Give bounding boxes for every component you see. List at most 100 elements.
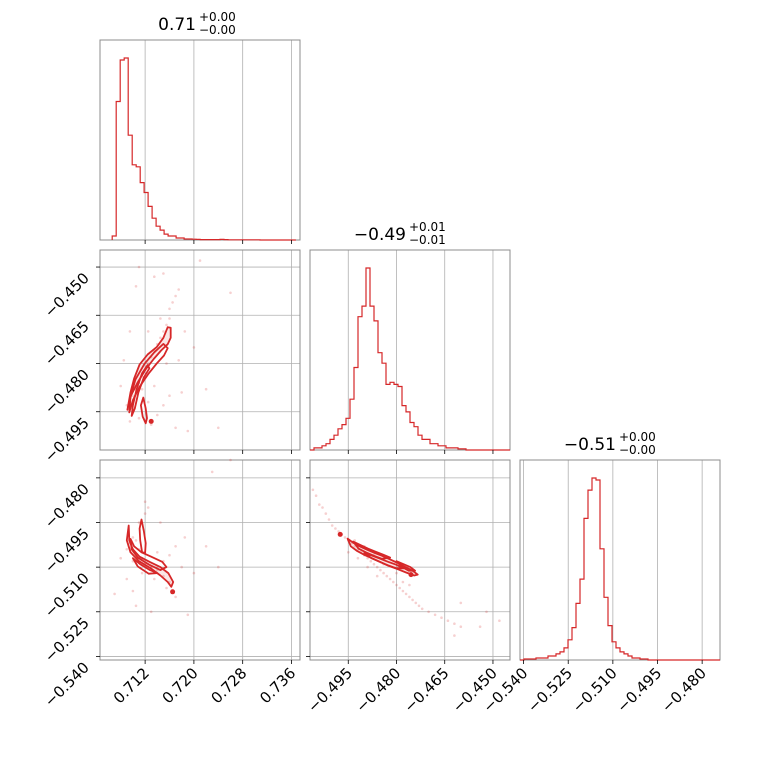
scatter-point: [385, 574, 389, 578]
scatter-point: [343, 536, 347, 539]
scatter-point: [420, 607, 424, 611]
scatter-point: [453, 622, 456, 625]
scatter-point: [137, 265, 141, 269]
panel-title-2: −0.51 +0.00−0.00: [564, 430, 656, 457]
scatter-point: [165, 586, 168, 590]
contour-line: [352, 540, 391, 560]
title-value: −0.51: [564, 435, 616, 455]
title-value: −0.49: [354, 225, 406, 245]
contour-line: [129, 538, 168, 571]
scatter-point: [134, 285, 138, 288]
scatter-point: [128, 330, 132, 333]
scatter-point: [174, 545, 177, 548]
histogram-1: [310, 267, 510, 451]
contour-line: [132, 557, 159, 575]
scatter-point: [131, 536, 135, 539]
scatter-point: [113, 592, 116, 596]
scatter-point: [417, 604, 421, 608]
contour-line: [140, 396, 148, 425]
panel-frame: [309, 459, 511, 661]
panel-2-1: [309, 459, 511, 661]
scatter-point: [498, 619, 501, 622]
panel-title-0: 0.71 +0.00−0.00: [158, 10, 236, 37]
scatter-point: [156, 413, 159, 417]
scatter-point: [186, 613, 190, 617]
y-tick-label: −0.465: [41, 317, 93, 369]
scatter-point: [165, 362, 168, 365]
scatter-point: [183, 536, 187, 539]
scatter-point: [146, 400, 150, 404]
scatter-point: [174, 595, 177, 599]
x-tick-label: −0.525: [524, 664, 576, 716]
scatter-point: [395, 571, 398, 575]
scatter-point: [395, 583, 398, 587]
scatter-point: [168, 394, 171, 398]
scatter-point: [168, 317, 171, 320]
y-tick-label: −0.510: [41, 569, 93, 621]
scatter-point: [372, 562, 376, 566]
scatter-point: [375, 574, 379, 578]
scatter-point: [382, 571, 385, 575]
scatter-point: [168, 553, 171, 557]
x-tick-label: −0.510: [569, 664, 621, 716]
title-lower-error: −0.00: [619, 443, 656, 457]
scatter-point: [318, 503, 321, 506]
scatter-point: [140, 387, 144, 391]
y-tick-label: −0.480: [41, 366, 93, 418]
contour-line: [138, 518, 147, 554]
scatter-point: [125, 548, 129, 551]
scatter-point: [153, 384, 156, 388]
panel-frame: [99, 249, 301, 451]
scatter-point: [137, 521, 141, 524]
scatter-point: [401, 589, 405, 593]
y-tick-label: −0.495: [41, 525, 93, 577]
x-tick-label: −0.480: [352, 664, 404, 716]
scatter-point: [388, 577, 392, 581]
scatter-point: [134, 539, 138, 542]
scatter-point: [369, 559, 373, 563]
panel-0-0: [99, 39, 301, 241]
scatter-point: [153, 577, 156, 581]
scatter-point: [204, 387, 208, 391]
contour-marker: [148, 418, 154, 424]
scatter-point: [131, 394, 135, 398]
scatter-point: [229, 458, 232, 462]
scatter-point: [314, 494, 318, 498]
panel-title-1: −0.49 +0.01−0.01: [354, 220, 446, 247]
scatter-point: [366, 565, 369, 569]
panel-frame: [309, 249, 511, 451]
scatter-point: [143, 500, 147, 504]
scatter-point: [128, 420, 132, 423]
scatter-point: [334, 527, 337, 530]
scatter-point: [411, 598, 414, 602]
scatter-point: [337, 530, 340, 533]
scatter-point: [149, 423, 153, 426]
scatter-point: [324, 512, 328, 515]
contour-marker: [408, 572, 414, 578]
scatter-point: [153, 275, 156, 279]
scatter-point: [327, 518, 331, 521]
scatter-point: [204, 545, 208, 548]
title-upper-error: +0.00: [199, 10, 236, 24]
panel-2-0: [99, 459, 301, 661]
scatter-point: [165, 323, 168, 327]
x-tick-label: 0.728: [207, 664, 250, 707]
scatter-point: [433, 613, 437, 617]
y-tick-label: −0.525: [41, 614, 93, 666]
scatter-point: [229, 291, 232, 295]
contour-marker: [170, 589, 176, 595]
scatter-point: [180, 391, 183, 394]
scatter-point: [347, 551, 350, 554]
scatter-point: [162, 330, 165, 333]
histogram-2: [520, 477, 720, 661]
contour-line: [125, 524, 175, 588]
panel-1-0: [99, 249, 301, 451]
title-lower-error: −0.01: [409, 233, 446, 247]
x-tick-label: 0.712: [110, 664, 153, 707]
histogram-0: [111, 57, 296, 241]
scatter-point: [459, 625, 463, 628]
panel-1-1: [309, 249, 511, 451]
scatter-point: [171, 301, 174, 304]
title-upper-error: +0.00: [619, 430, 656, 444]
